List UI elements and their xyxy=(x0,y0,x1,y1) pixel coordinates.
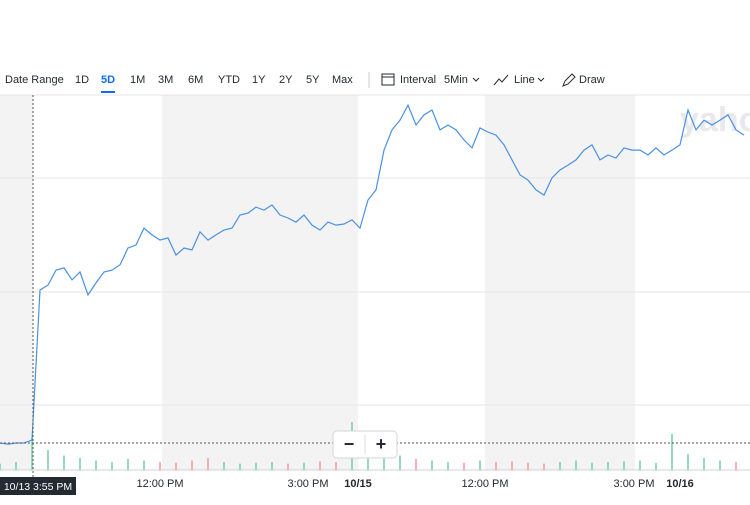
zoom-in[interactable]: + xyxy=(376,434,387,454)
volume-bar xyxy=(111,462,113,470)
volume-bar xyxy=(127,458,129,470)
volume-bar xyxy=(447,462,449,470)
volume-bar xyxy=(335,462,337,470)
volume-bar xyxy=(479,460,481,470)
crosshair-box xyxy=(0,477,76,495)
range-button[interactable]: 5D xyxy=(101,74,115,86)
volume-bar xyxy=(703,458,705,470)
range-button[interactable]: 6M xyxy=(188,74,203,86)
volume-bar xyxy=(31,438,33,470)
volume-bar xyxy=(159,462,161,470)
date-range[interactable]: Date Range xyxy=(5,74,64,86)
x-tick-label: 10/16 xyxy=(666,478,694,490)
volume-bar xyxy=(47,450,49,470)
volume-bar xyxy=(415,458,417,470)
volume-bar xyxy=(287,463,289,470)
x-tick-label: 10/15 xyxy=(344,478,372,490)
range-button[interactable]: 1Y xyxy=(252,74,266,86)
range-button[interactable]: 5Y xyxy=(306,74,320,86)
volume-bar xyxy=(271,462,273,470)
x-tick-label: 3:00 PM xyxy=(288,478,329,490)
zoom-controls: − + xyxy=(332,430,398,459)
chevron xyxy=(537,77,545,82)
volume-bar xyxy=(575,460,577,470)
volume-bar xyxy=(79,458,81,470)
volume-bar xyxy=(143,460,145,470)
x-tick-label: 12:00 PM xyxy=(136,478,183,490)
zoom-out[interactable]: − xyxy=(344,434,355,454)
interval-value[interactable]: 5Min xyxy=(444,74,468,86)
chart-style[interactable]: Line xyxy=(514,74,535,86)
volume-bar xyxy=(367,454,369,470)
range-button[interactable]: 1D xyxy=(75,74,89,86)
interval-label[interactable]: Interval xyxy=(400,74,436,86)
volume-bar xyxy=(735,462,737,470)
volume-bar xyxy=(95,460,97,470)
volume-bar xyxy=(383,450,385,470)
volume-bar xyxy=(559,462,561,470)
volume-bar xyxy=(687,454,689,470)
volume-bar xyxy=(175,462,177,470)
range-button[interactable]: YTD xyxy=(218,74,240,86)
volume-bar xyxy=(719,460,721,470)
volume-bar xyxy=(607,462,609,470)
volume-bar xyxy=(191,460,193,470)
volume-bar xyxy=(0,463,1,470)
volume-bar xyxy=(207,458,209,470)
interval-icon xyxy=(381,73,395,86)
range-button[interactable]: 1M xyxy=(130,74,145,86)
band xyxy=(0,95,33,470)
volume-bar xyxy=(543,463,545,470)
volume-bar xyxy=(223,462,225,470)
volume-bar xyxy=(591,462,593,470)
band xyxy=(485,95,635,470)
crosshair-label: 10/13 3:55 PM xyxy=(4,481,72,493)
price-line xyxy=(0,103,745,445)
watermark: yahoo xyxy=(680,101,750,139)
range-underline xyxy=(101,91,116,93)
range-button[interactable]: 3M xyxy=(158,74,173,86)
range-button[interactable]: 2Y xyxy=(279,74,293,86)
x-tick-label: 12:00 PM xyxy=(461,478,508,490)
volume-bar xyxy=(63,455,65,470)
volume-bar xyxy=(431,460,433,470)
line-icon xyxy=(493,74,509,86)
volume-bar xyxy=(255,462,257,470)
volume-bar xyxy=(399,455,401,470)
volume-bar xyxy=(623,461,625,470)
volume-bar xyxy=(15,462,17,470)
marks xyxy=(0,103,745,470)
draw[interactable]: Draw xyxy=(579,74,605,86)
plot-area: yahoo xyxy=(0,94,750,471)
volume-bar xyxy=(495,462,497,470)
range-button[interactable]: Max xyxy=(332,74,353,86)
chevron xyxy=(472,77,480,82)
volume-bar xyxy=(527,462,529,470)
band xyxy=(162,95,358,470)
volume-bar xyxy=(319,461,321,470)
volume-bar xyxy=(463,462,465,470)
toolbar: Date Range Interval 5Min Line Draw 1D 5D 1… xyxy=(5,72,605,93)
volume-bar xyxy=(639,460,641,470)
volume-bar xyxy=(239,463,241,470)
volume-bar xyxy=(511,461,513,470)
volume-bar xyxy=(655,462,657,470)
x-tick-label: 3:00 PM xyxy=(614,478,655,490)
draw-icon xyxy=(562,73,576,87)
volume-bar xyxy=(303,462,305,470)
volume-bar xyxy=(671,434,673,470)
